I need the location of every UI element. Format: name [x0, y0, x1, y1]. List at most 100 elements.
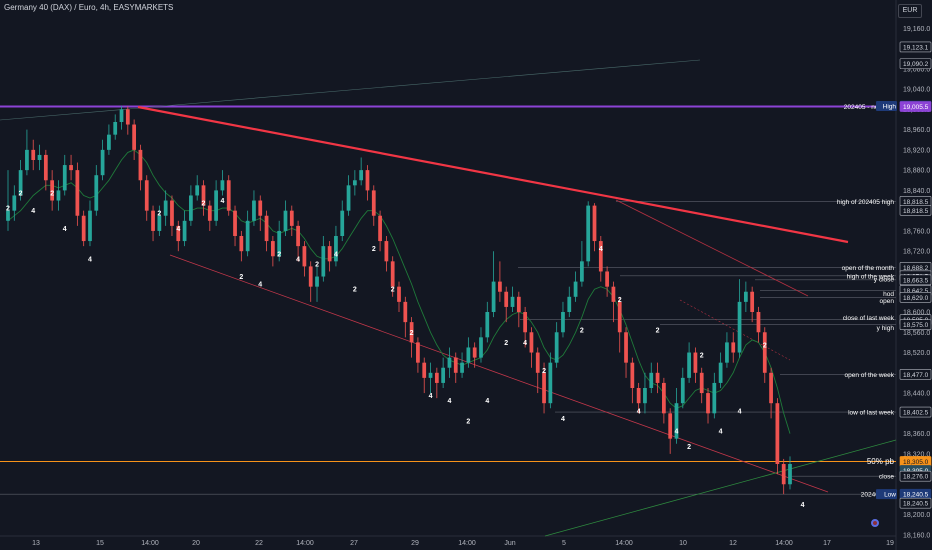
level-label: 50% pb [867, 457, 895, 466]
candle-body [731, 342, 736, 353]
candle-body [668, 413, 673, 439]
candle-body [289, 210, 294, 226]
wave-count-label: 2 [372, 246, 376, 253]
channel-lower-line [169, 254, 829, 493]
x-tick-label: 14:00 [615, 540, 633, 547]
candle-body [107, 134, 111, 150]
candle-body [712, 382, 717, 414]
candle-body [18, 170, 23, 196]
candle-body [25, 149, 29, 171]
symbol-title[interactable]: Germany 40 (DAX) / Euro, 4h, EASYMARKETS [4, 3, 174, 12]
price-label-text: 19,005.5 [903, 104, 929, 111]
wave-count-label: 2 [656, 327, 660, 334]
candle-body [649, 372, 654, 388]
candle-body [132, 124, 137, 150]
candle-body [453, 357, 458, 373]
y-tick-label: 18,200.0 [903, 512, 930, 519]
candle-body [598, 241, 603, 272]
candle-body [176, 225, 181, 242]
level-label: open of the week [844, 372, 894, 379]
candle-body [359, 170, 364, 181]
wave-count-label: 2 [353, 287, 357, 294]
wave-count-label: 2 [700, 353, 704, 360]
x-tick-label: 5 [562, 540, 566, 547]
level-label: low of last week [848, 410, 895, 417]
alert-icon[interactable] [871, 519, 879, 527]
candle-body [498, 281, 502, 292]
level-label: open [880, 298, 895, 305]
wave-count-label: 4 [561, 416, 565, 423]
candle-body [239, 236, 244, 252]
price-tag-text: Low [884, 492, 896, 499]
candle-body [725, 342, 729, 363]
candle-body [460, 362, 464, 373]
y-tick-label: 19,040.0 [903, 87, 930, 94]
price-label-box [899, 274, 932, 286]
y-tick-label: 18,960.0 [903, 127, 930, 134]
wave-count-label: 4 [334, 251, 338, 258]
wave-count-label: 4 [637, 408, 641, 415]
candle-body [674, 403, 679, 439]
wave-count-label: 2 [239, 274, 243, 281]
x-tick-label: Jun [504, 540, 515, 547]
y-tick-label: 18,560.0 [903, 330, 930, 337]
wave-count-label: 4 [31, 208, 35, 215]
price-label-text: 18,477.0 [903, 372, 929, 379]
candle-body [334, 236, 338, 262]
level-label: open of the month [842, 265, 895, 272]
wave-count-label: 2 [391, 287, 395, 294]
candle-body [163, 200, 168, 216]
candle-body [397, 286, 401, 302]
candle-body [390, 261, 395, 287]
candle-body [340, 210, 345, 236]
price-label-text: 19,123.1 [903, 44, 929, 51]
candle-body [151, 210, 155, 231]
candle-body [592, 205, 597, 242]
candle-body [296, 225, 300, 247]
wave-count-label: 2 [618, 297, 622, 304]
candle-body [762, 332, 767, 373]
y-tick-label: 18,520.0 [903, 350, 930, 357]
candle-body [479, 337, 483, 358]
wave-count-label: 4 [523, 340, 527, 347]
inner-trendline [615, 199, 809, 297]
candle-body [6, 210, 10, 221]
y-tick-label: 18,880.0 [903, 168, 930, 175]
y-tick-label: 18,360.0 [903, 431, 930, 438]
candle-body [50, 180, 55, 201]
candle-body [195, 185, 200, 196]
candle-body [737, 301, 742, 353]
candle-body [510, 296, 515, 307]
candle-body [277, 230, 282, 257]
wave-count-label: 4 [429, 393, 433, 400]
price-tag-box [876, 101, 897, 112]
wave-count-label: 2 [542, 368, 546, 375]
candle-body [516, 296, 521, 312]
candle-body [264, 215, 269, 242]
candle-body [403, 301, 408, 323]
candle-body [157, 215, 162, 231]
wave-count-label: 4 [258, 282, 262, 289]
wave-count-label: 4 [296, 256, 300, 263]
candle-body [245, 220, 250, 252]
candle-body [580, 261, 584, 282]
level-label: 202405 - new ath [844, 104, 895, 111]
x-tick-label: 15 [96, 540, 104, 547]
price-tag-text: High [883, 104, 897, 111]
candle-body [315, 276, 319, 287]
x-tick-label: 17 [823, 540, 831, 547]
currency-button[interactable]: EUR [898, 4, 922, 18]
candle-body [491, 281, 496, 312]
candle-body [378, 215, 382, 242]
candle-body [441, 367, 446, 383]
candle-body [88, 210, 92, 242]
price-label-text: 18,688.2 [903, 265, 929, 272]
candle-body [119, 109, 124, 122]
candle-body [605, 271, 609, 287]
x-tick-label: 13 [32, 540, 40, 547]
price-label-box [899, 497, 932, 509]
wave-count-label: 4 [675, 429, 679, 436]
x-tick-label: 14:00 [775, 540, 793, 547]
price-label-text: 18,276.0 [903, 474, 929, 481]
